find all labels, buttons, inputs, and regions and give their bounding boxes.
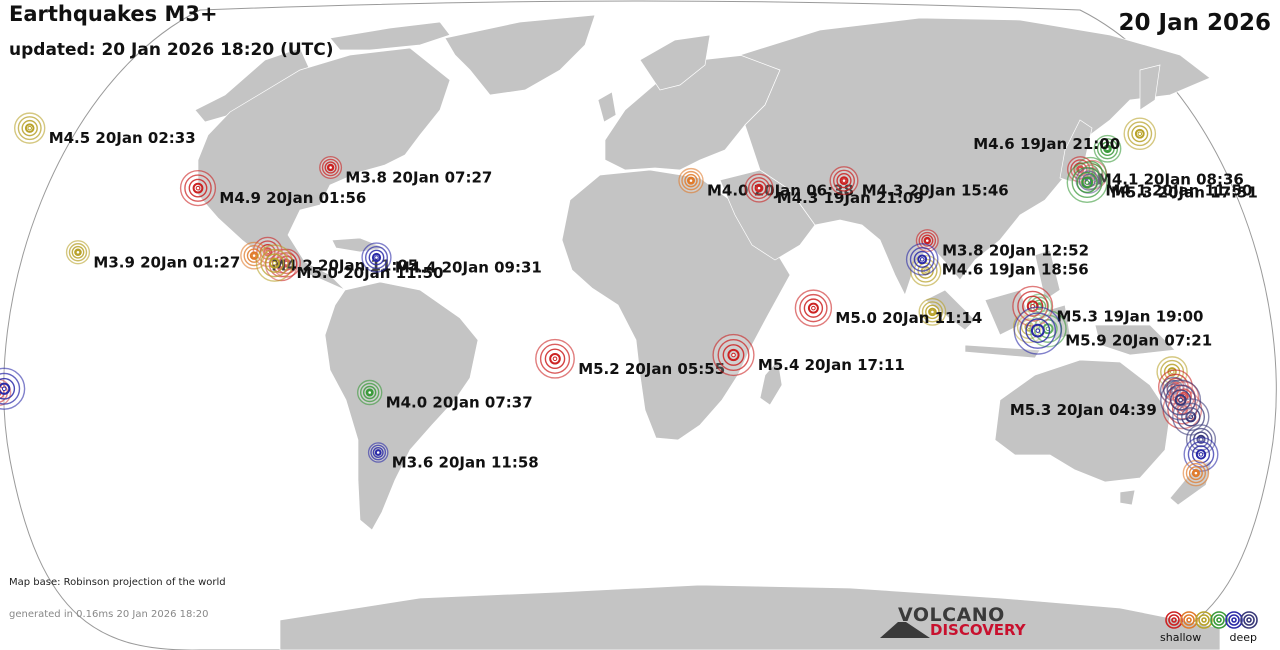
land-greenland: [444, 14, 596, 96]
quake-marker[interactable]: M3.8 20Jan 07:27: [319, 155, 493, 187]
quake-marker[interactable]: M5.0 20Jan 11:50: [255, 244, 444, 282]
quake-label: M5.4 20Jan 17:11: [758, 356, 905, 374]
quake-marker[interactable]: M5.3 19Jan 19:00: [1012, 285, 1204, 327]
quake-label: M3.8 20Jan 12:52: [942, 242, 1089, 260]
land-australia: [994, 359, 1171, 483]
quake-marker[interactable]: M4.0 20Jan 06:38: [678, 167, 854, 200]
quake-marker[interactable]: [1182, 459, 1210, 487]
quake-label: M3.8 20Jan 07:27: [345, 169, 492, 187]
quake-label: M4.1 20Jan 08:36: [1097, 170, 1244, 188]
quake-marker[interactable]: [918, 297, 947, 326]
quake-label: M5.3 20Jan 17:51: [1111, 184, 1258, 202]
depth-legend-rings: [1165, 611, 1258, 629]
quake-marker[interactable]: M5.9 20Jan 07:21: [1013, 306, 1212, 355]
logo-text-volcano: VOLCANO: [898, 604, 1005, 626]
updated-timestamp: updated: 20 Jan 2026 18:20 (UTC): [9, 40, 334, 60]
land-madagascar: [759, 359, 783, 406]
land-asia: [738, 17, 1211, 296]
quake-marker[interactable]: M3.6 20Jan 11:58: [367, 442, 539, 472]
quake-label: M4.3 19Jan 21:09: [777, 189, 924, 207]
legend-shallow-label: shallow: [1160, 631, 1202, 644]
legend-depth-ring: [1225, 611, 1243, 629]
page-title: Earthquakes M3+: [9, 2, 218, 26]
land-arctic-islands: [329, 21, 451, 51]
land-antarctica: [279, 584, 1221, 650]
map-base-note: Map base: Robinson projection of the wor…: [9, 577, 226, 588]
quake-label: M5.3 20Jan 04:39: [1010, 401, 1157, 419]
quake-marker[interactable]: [0, 367, 26, 410]
quake-label: M5.9 20Jan 07:21: [1065, 332, 1212, 350]
quake-label: M4.3 20Jan 15:46: [862, 182, 1009, 200]
quake-marker[interactable]: M4.4 20Jan 09:31: [361, 242, 542, 277]
land-java: [964, 344, 1041, 359]
depth-legend: shallow deep: [1160, 610, 1265, 646]
legend-depth-ring: [1195, 611, 1213, 629]
quake-label: M5.0 20Jan 11:14: [835, 309, 982, 327]
quake-marker[interactable]: M3.9 20Jan 01:27: [65, 240, 241, 271]
volcano-discovery-logo[interactable]: VOLCANO DISCOVERY: [880, 604, 1040, 640]
quake-label: M3.6 20Jan 11:58: [392, 454, 539, 472]
quake-marker[interactable]: [1093, 134, 1122, 163]
land-north-america: [197, 47, 451, 291]
quake-marker[interactable]: M3.8 20Jan 12:52: [915, 229, 1090, 260]
legend-depth-ring: [1240, 611, 1258, 629]
quake-label: M4.6 19Jan 21:00: [973, 135, 1120, 153]
quake-marker[interactable]: M5.2 20Jan 05:55: [535, 338, 725, 379]
land-british-isles: [597, 91, 617, 123]
quake-label: M4.4 20Jan 09:31: [395, 259, 542, 277]
quake-label: M4.0 20Jan 07:37: [386, 394, 533, 412]
land-scandinavia: [639, 34, 711, 91]
legend-depth-ring: [1210, 611, 1228, 629]
land-kamchatka: [1139, 64, 1161, 111]
quake-label: M4.0 20Jan 06:38: [707, 182, 854, 200]
quake-marker[interactable]: M4.6 19Jan 18:56: [905, 243, 1089, 279]
land-philippines: [1034, 249, 1061, 301]
legend-depth-ring: [1165, 611, 1183, 629]
quake-marker[interactable]: M4.3 19Jan 21:09: [744, 173, 924, 207]
quake-label: M4.9 20Jan 01:56: [219, 189, 366, 207]
land-africa: [561, 169, 791, 441]
quake-label: M5.2 20Jan 05:55: [578, 360, 725, 378]
quake-label: M3.9 20Jan 01:27: [93, 253, 240, 271]
quake-label: M4.2 20Jan 11:05: [271, 257, 418, 275]
quake-marker[interactable]: M4.6 19Jan 21:00: [973, 117, 1157, 153]
land-new-guinea: [1094, 324, 1176, 356]
quake-marker[interactable]: M5.3 20Jan 04:39: [1010, 379, 1202, 421]
logo-text-discovery: DISCOVERY: [930, 621, 1026, 639]
quake-marker[interactable]: M5.4 20Jan 17:11: [712, 333, 905, 377]
earthquake-markers: M4.5 20Jan 02:33 M3.8 20Jan 07:27 M4.9 20J…: [0, 112, 1258, 487]
map-date: 20 Jan 2026: [1118, 10, 1272, 36]
quake-marker[interactable]: M4.5 20Jan 02:33: [14, 112, 196, 147]
quake-label: M4.1 20Jan 11:50: [1105, 182, 1252, 200]
land-south-america: [324, 281, 479, 531]
land-tasmania: [1119, 489, 1136, 506]
quake-marker[interactable]: M4.1 20Jan 11:50: [1075, 167, 1252, 200]
quake-marker[interactable]: M4.0 20Jan 07:37: [357, 379, 533, 412]
map-background: [3, 0, 1277, 650]
quake-marker[interactable]: M5.3 20Jan 17:51: [1066, 161, 1258, 203]
quake-marker[interactable]: M5.0 20Jan 11:14: [794, 289, 982, 327]
quake-marker[interactable]: M4.3 20Jan 15:46: [829, 166, 1009, 200]
quake-marker[interactable]: M4.9 20Jan 01:56: [179, 170, 367, 207]
quake-label: M4.5 20Jan 02:33: [49, 129, 196, 147]
quake-label: M5.0 20Jan 11:50: [297, 264, 444, 282]
quake-label: M4.6 19Jan 18:56: [942, 260, 1089, 278]
legend-deep-label: deep: [1229, 631, 1258, 644]
generated-note: generated in 0.16ms 20 Jan 2026 18:20: [9, 609, 209, 620]
legend-depth-ring: [1180, 611, 1198, 629]
quake-marker[interactable]: [1183, 436, 1219, 472]
volcano-icon: [880, 622, 930, 638]
quake-label: M5.3 19Jan 19:00: [1057, 307, 1204, 325]
